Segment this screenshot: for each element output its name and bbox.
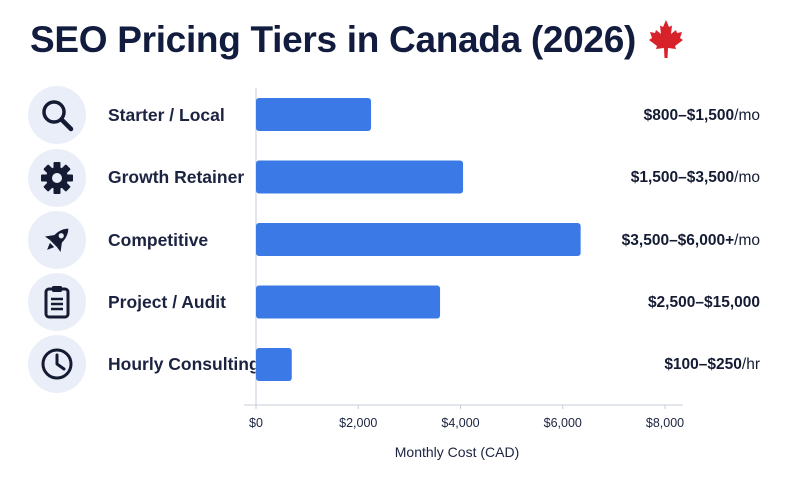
x-axis-title: Monthly Cost (CAD) xyxy=(394,444,520,460)
x-tick-label: $6,000 xyxy=(544,416,582,430)
bar xyxy=(256,285,441,319)
x-tick-label: $8,000 xyxy=(646,416,684,430)
price-range: $3,500–$6,000+ xyxy=(621,232,735,249)
bar xyxy=(256,223,581,256)
title-row: SEO Pricing Tiers in Canada (2026) xyxy=(30,18,686,62)
price-unit: /mo xyxy=(734,232,760,249)
price-unit: /hr xyxy=(741,356,760,373)
price-label: $1,500–$3,500/mo xyxy=(631,169,760,187)
bar xyxy=(256,348,292,381)
price-label: $100–$250/hr xyxy=(664,356,760,374)
price-unit: /mo xyxy=(734,107,760,124)
category-label: Competitive xyxy=(108,230,209,250)
x-tick-label: $2,000 xyxy=(339,416,377,430)
price-label: $2,500–$15,000 xyxy=(648,294,760,312)
price-range: $1,500–$3,500 xyxy=(630,169,735,186)
price-label: $3,500–$6,000+/mo xyxy=(622,232,760,250)
clipboard-icon xyxy=(28,273,86,331)
gear-icon xyxy=(28,149,86,207)
bar xyxy=(256,160,464,194)
category-label: Starter / Local xyxy=(108,105,225,125)
search-icon xyxy=(28,86,86,144)
page-title: SEO Pricing Tiers in Canada (2026) xyxy=(30,19,637,60)
x-tick-label: $4,000 xyxy=(441,416,479,430)
price-range: $100–$250 xyxy=(664,356,742,373)
maple-leaf-icon xyxy=(646,18,686,62)
clock-icon xyxy=(28,335,86,393)
price-unit: /mo xyxy=(734,169,760,186)
rocket-icon xyxy=(28,211,86,269)
x-tick-label: $0 xyxy=(249,416,263,430)
price-range: $800–$1,500 xyxy=(643,107,735,124)
category-label: Hourly Consulting xyxy=(108,354,260,374)
price-range: $2,500–$15,000 xyxy=(647,294,760,311)
category-label: Project / Audit xyxy=(108,292,226,312)
bar xyxy=(256,98,372,131)
category-label: Growth Retainer xyxy=(108,167,245,187)
price-label: $800–$1,500/mo xyxy=(644,107,760,125)
